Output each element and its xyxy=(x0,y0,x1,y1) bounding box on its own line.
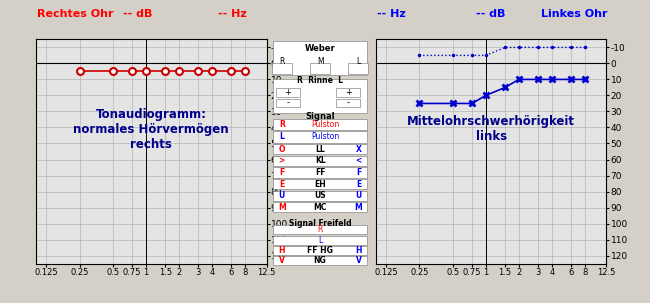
Text: M: M xyxy=(354,203,362,212)
Bar xyxy=(273,78,367,113)
Text: -: - xyxy=(287,98,289,107)
Bar xyxy=(273,144,367,154)
Text: >: > xyxy=(279,156,285,165)
Text: L: L xyxy=(356,57,361,66)
Bar xyxy=(310,63,330,74)
Text: KL: KL xyxy=(315,156,326,165)
Text: EH: EH xyxy=(314,180,326,189)
Text: LL: LL xyxy=(315,145,325,154)
Text: E: E xyxy=(280,180,285,189)
Text: R  Rinne  L: R Rinne L xyxy=(297,76,343,85)
Text: R: R xyxy=(279,57,285,66)
Bar xyxy=(273,246,367,255)
Text: +: + xyxy=(285,88,291,97)
Text: Signal: Signal xyxy=(306,112,335,121)
Text: Signal Freifeld: Signal Freifeld xyxy=(289,219,352,228)
Text: <: < xyxy=(356,156,361,165)
Bar xyxy=(272,63,292,74)
Text: Mittelohrschwerhörigkeit
links: Mittelohrschwerhörigkeit links xyxy=(407,115,575,143)
Bar xyxy=(273,167,367,178)
Text: Tonaudiogramm:
normales Hörvermögen
rechts: Tonaudiogramm: normales Hörvermögen rech… xyxy=(73,108,229,151)
Text: US: US xyxy=(315,191,326,200)
Bar xyxy=(348,63,369,74)
Text: M: M xyxy=(278,203,286,212)
Text: U: U xyxy=(279,191,285,200)
Text: X: X xyxy=(356,145,361,154)
Text: -: - xyxy=(347,98,350,107)
Text: -- dB: -- dB xyxy=(476,9,506,19)
Bar xyxy=(273,131,367,142)
Text: Pulston: Pulston xyxy=(311,132,339,141)
Text: F: F xyxy=(280,168,285,177)
Text: Pulston: Pulston xyxy=(311,120,339,129)
Text: O: O xyxy=(279,145,285,154)
Bar xyxy=(273,191,367,201)
Text: L: L xyxy=(280,132,284,141)
Text: E: E xyxy=(356,180,361,189)
Bar xyxy=(273,118,367,130)
Bar xyxy=(273,155,367,166)
Text: H: H xyxy=(279,246,285,255)
Text: R: R xyxy=(279,120,285,129)
Text: Weber: Weber xyxy=(305,44,335,53)
Text: FF HG: FF HG xyxy=(307,246,333,255)
Bar xyxy=(273,256,367,265)
Text: V: V xyxy=(279,256,285,265)
Text: U: U xyxy=(356,191,361,200)
Text: -- Hz: -- Hz xyxy=(378,9,406,19)
Text: FF: FF xyxy=(315,168,326,177)
Text: -- Hz: -- Hz xyxy=(218,9,246,19)
Bar xyxy=(273,236,367,245)
Text: R: R xyxy=(317,225,323,235)
Text: Linkes Ohr: Linkes Ohr xyxy=(541,9,608,19)
Bar xyxy=(273,202,367,212)
Text: F: F xyxy=(356,168,361,177)
Text: NG: NG xyxy=(314,256,326,265)
Bar xyxy=(276,88,300,97)
Text: M: M xyxy=(317,57,324,66)
Text: V: V xyxy=(356,256,361,265)
Bar xyxy=(276,99,300,107)
Text: -- dB: -- dB xyxy=(123,9,152,19)
Text: H: H xyxy=(355,246,361,255)
Text: +: + xyxy=(345,88,352,97)
Bar xyxy=(273,179,367,189)
Bar xyxy=(336,88,360,97)
Bar xyxy=(336,99,360,107)
Text: MC: MC xyxy=(313,203,327,212)
Text: L: L xyxy=(318,235,322,245)
Bar xyxy=(273,41,367,75)
Text: Rechtes Ohr: Rechtes Ohr xyxy=(37,9,114,19)
Bar xyxy=(273,225,367,235)
